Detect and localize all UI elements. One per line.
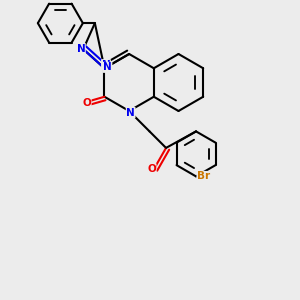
Text: N: N <box>126 107 135 118</box>
Text: N: N <box>76 44 85 54</box>
Text: O: O <box>82 98 91 108</box>
Text: N: N <box>103 62 112 72</box>
Text: O: O <box>147 164 156 174</box>
Text: N: N <box>102 60 110 70</box>
Text: Br: Br <box>197 171 210 182</box>
